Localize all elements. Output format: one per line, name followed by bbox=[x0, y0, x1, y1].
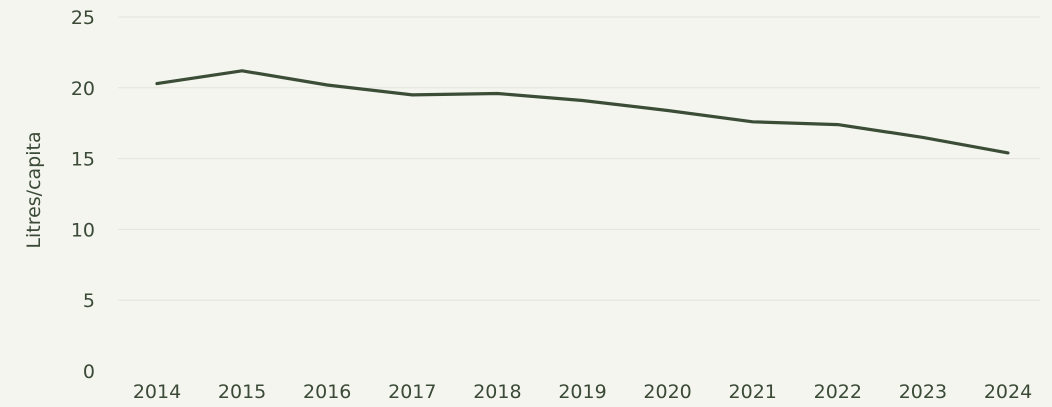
x-tick-label: 2021 bbox=[729, 381, 777, 403]
y-tick-label: 0 bbox=[83, 361, 95, 383]
y-tick-label: 15 bbox=[71, 149, 95, 171]
x-tick-label: 2019 bbox=[558, 381, 606, 403]
grid-layer bbox=[118, 16, 1040, 301]
x-tick-label: 2024 bbox=[984, 381, 1032, 403]
series-layer bbox=[155, 69, 1010, 155]
series-line bbox=[155, 69, 1010, 155]
x-tick-label: 2017 bbox=[388, 381, 436, 403]
x-tick-label: 2020 bbox=[643, 381, 691, 403]
x-tick-label: 2018 bbox=[473, 381, 521, 403]
x-tick-label: 2016 bbox=[303, 381, 351, 403]
y-tick-label: 5 bbox=[83, 290, 95, 312]
y-axis-ticks: 0 5 10 15 20 25 bbox=[71, 7, 95, 383]
y-tick-label: 10 bbox=[71, 219, 95, 241]
x-tick-label: 2015 bbox=[218, 381, 266, 403]
x-axis-ticks: 2014 2015 2016 2017 2018 2019 2020 2021 2022 2023… bbox=[133, 381, 1032, 403]
x-tick-label: 2014 bbox=[133, 381, 181, 403]
y-tick-label: 20 bbox=[71, 78, 95, 100]
y-tick-label: 25 bbox=[71, 7, 95, 29]
y-axis-title: Litres/capita bbox=[23, 131, 45, 248]
x-tick-label: 2022 bbox=[814, 381, 862, 403]
x-tick-label: 2023 bbox=[899, 381, 947, 403]
